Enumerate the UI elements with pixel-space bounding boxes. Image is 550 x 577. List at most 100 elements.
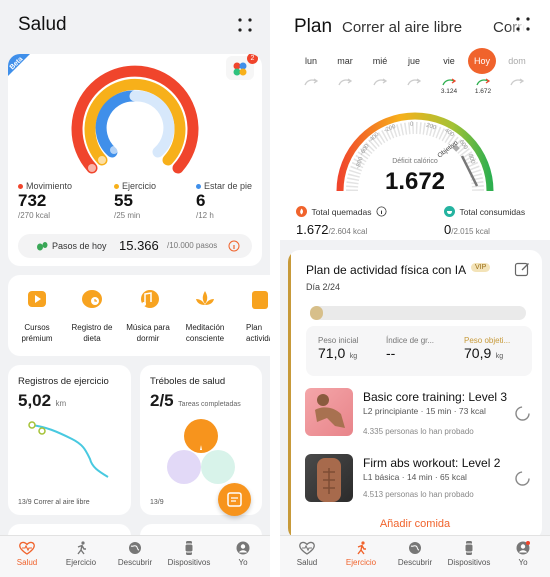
stat-body-fat: Índice de gr... -- — [386, 336, 434, 363]
burned-value: 1.672 — [296, 222, 329, 237]
workout-details: L1 básica · 14 min · 65 kcal — [363, 472, 467, 482]
metric-label: Movimiento — [26, 181, 73, 191]
metric-value: 732 — [18, 191, 47, 210]
distance-value: 5,02 — [18, 391, 52, 410]
nav-devices[interactable]: Dispositivos — [442, 536, 496, 577]
day-mon[interactable]: lun — [304, 56, 317, 66]
stat-label: Peso inicial — [318, 336, 359, 345]
nav-me[interactable]: Yo — [496, 536, 550, 577]
service-label: Meditación consciente — [185, 323, 225, 343]
workout-title[interactable]: Firm abs workout: Level 2 — [363, 456, 501, 470]
nav-me[interactable]: Yo — [216, 536, 270, 577]
stat-label: Índice de gr... — [386, 336, 435, 345]
info-icon[interactable] — [376, 206, 387, 217]
day-tue[interactable]: mar — [337, 56, 353, 66]
trend-arrow-icon — [407, 78, 422, 86]
workout-thumbnail[interactable] — [305, 454, 353, 502]
consumed-value: 0 — [444, 222, 452, 237]
distance-unit: km — [55, 399, 67, 408]
calorie-gauge — [336, 112, 494, 192]
workout-participants: 4.513 personas lo han probado — [363, 490, 474, 499]
workout-details: L2 principiante · 15 min · 73 kcal — [363, 406, 486, 416]
gauge-tick: -400 — [367, 131, 381, 145]
bowl-icon — [444, 206, 455, 218]
nav-discover[interactable]: Descubrir — [108, 536, 162, 577]
service-label: Cursos prémium — [21, 323, 53, 343]
nav-health[interactable]: Salud — [280, 536, 334, 577]
steps-label: Pasos de hoy — [52, 241, 107, 251]
bottom-nav: Salud Ejercicio Descubrir Dispositivos Y… — [0, 535, 270, 577]
gauge-tick: -200 — [383, 123, 397, 135]
clover-sub: Tareas completadas — [178, 401, 241, 408]
music-note-icon — [141, 290, 159, 308]
total-consumed[interactable]: Total consumidas 0/2.015 kcal — [444, 203, 544, 239]
athlete-image — [317, 458, 341, 502]
add-food-button[interactable]: Añadir comida — [379, 518, 451, 530]
metric-goal: /12 h — [196, 211, 214, 220]
nav-label: Ejercicio — [65, 558, 97, 567]
nav-label: Salud — [16, 558, 38, 567]
metric-value: 55 — [114, 191, 133, 210]
workout-title[interactable]: Basic core training: Level 3 — [363, 390, 508, 404]
plan-progress-track — [310, 306, 526, 320]
info-icon[interactable] — [228, 240, 240, 252]
exercise-records-card[interactable]: Registros de ejercicio 5,02 km 13/9 Corr… — [8, 365, 131, 515]
nav-health[interactable]: Salud — [0, 536, 54, 577]
profile-icon — [236, 541, 250, 555]
plan-progress-fill — [310, 306, 323, 320]
clover-graphic — [167, 419, 235, 484]
nav-exercise[interactable]: Ejercicio — [334, 536, 388, 577]
workout-participants: 4.335 personas lo han probado — [363, 427, 474, 436]
nav-label: Dispositivos — [447, 558, 491, 567]
day-wed[interactable]: mié — [372, 56, 388, 66]
diet-clock-icon — [82, 290, 102, 308]
stat-label: Peso objeti... — [464, 336, 511, 345]
service-activity-plan[interactable]: Plan actividad — [234, 287, 270, 344]
loading-icon — [515, 406, 530, 421]
services-card: Cursos prémium Registro de dieta Música … — [8, 275, 270, 356]
service-sleep-music[interactable]: Música para dormir — [121, 287, 175, 344]
activity-card[interactable]: Beta 2 Movimiento 732 /270 kcal E — [8, 54, 262, 266]
tab-outdoor-run[interactable]: Correr al aire libre — [342, 19, 463, 36]
quick-record-button[interactable] — [218, 483, 251, 516]
nav-discover[interactable]: Descubrir — [388, 536, 442, 577]
steps-pill[interactable]: Pasos de hoy 15.366 /10.000 pasos — [18, 234, 252, 258]
ai-plan-card[interactable]: Plan de actividad física con IA VIP Día … — [288, 250, 542, 540]
day-sun[interactable]: dom — [508, 56, 526, 66]
bottom-nav: Salud Ejercicio Descubrir Dispositivos Y… — [280, 535, 550, 577]
service-label: Registro de dieta — [71, 323, 113, 343]
weight-stats: Peso inicial 71,0 kg Índice de gr... -- … — [306, 326, 532, 376]
today-value: 1.672 — [474, 88, 492, 95]
trend-arrow-icon — [442, 78, 457, 86]
route-map — [28, 421, 109, 478]
more-grid-icon[interactable] — [515, 16, 531, 32]
move-dot — [18, 184, 23, 190]
beta-ribbon — [8, 54, 30, 76]
flame-icon — [296, 206, 307, 218]
nav-devices[interactable]: Dispositivos — [162, 536, 216, 577]
service-meditation[interactable]: Meditación consciente — [178, 287, 232, 344]
service-diet-log[interactable]: Registro de dieta — [65, 287, 119, 344]
total-burned[interactable]: Total quemadas 1.672/2.604 kcal — [296, 203, 416, 239]
plan-accent-bar — [288, 250, 291, 540]
workout-thumbnail[interactable] — [305, 388, 353, 436]
metric-value: 6 — [196, 191, 206, 210]
apps-button[interactable]: 2 — [226, 54, 258, 80]
service-premium-courses[interactable]: Cursos prémium — [10, 287, 64, 344]
trend-arrow-icon — [338, 78, 353, 86]
more-grid-icon[interactable] — [237, 17, 253, 33]
edit-icon[interactable] — [514, 261, 530, 277]
trend-arrow-icon — [510, 78, 525, 86]
apps-icon — [233, 62, 247, 76]
day-today[interactable]: Hoy — [468, 48, 496, 74]
watch-icon — [464, 541, 474, 555]
athlete-image — [315, 394, 345, 428]
stat-value: -- — [386, 345, 396, 361]
nav-exercise[interactable]: Ejercicio — [54, 536, 108, 577]
day-thu[interactable]: jue — [407, 56, 420, 66]
day-fri[interactable]: vie — [443, 56, 455, 66]
play-card-icon — [28, 291, 46, 307]
tab-plan[interactable]: Plan — [294, 16, 333, 37]
gauge-tick: 400 — [443, 127, 455, 139]
lotus-icon — [196, 291, 214, 305]
